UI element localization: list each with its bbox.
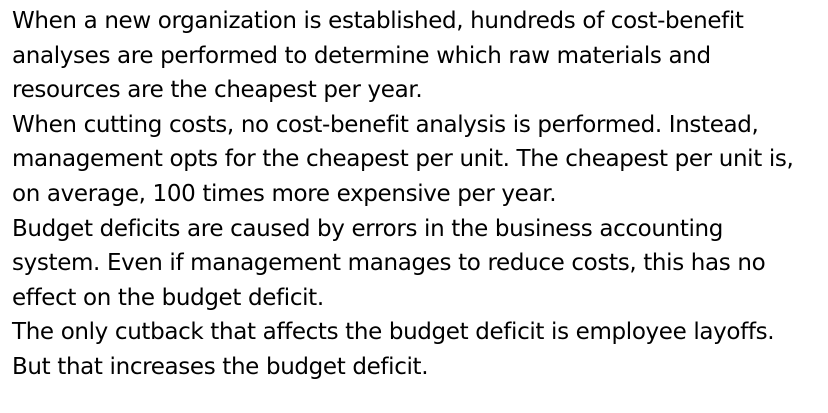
text-line: effect on the budget deficit. xyxy=(12,284,324,311)
paragraph-cutting-costs: When cutting costs, no cost-benefit anal… xyxy=(12,108,828,212)
text-line: management opts for the cheapest per uni… xyxy=(12,146,794,173)
paragraph-layoffs: The only cutback that affects the budget… xyxy=(12,315,828,384)
text-line: When a new organization is established, … xyxy=(12,8,744,34)
paragraph-budget-deficits: Budget deficits are caused by errors in … xyxy=(12,212,828,316)
text-line: When cutting costs, no cost-benefit anal… xyxy=(12,111,759,138)
text-line: system. Even if management manages to re… xyxy=(12,250,766,277)
text-line: Budget deficits are caused by errors in … xyxy=(12,215,724,242)
text-line: analyses are performed to determine whic… xyxy=(12,42,711,69)
paragraph-new-organization: When a new organization is established, … xyxy=(12,4,828,108)
text-line: The only cutback that affects the budget… xyxy=(12,319,775,346)
text-line: resources are the cheapest per year. xyxy=(12,77,423,104)
text-line: But that increases the budget deficit. xyxy=(12,353,429,380)
text-line: on average, 100 times more expensive per… xyxy=(12,180,557,207)
